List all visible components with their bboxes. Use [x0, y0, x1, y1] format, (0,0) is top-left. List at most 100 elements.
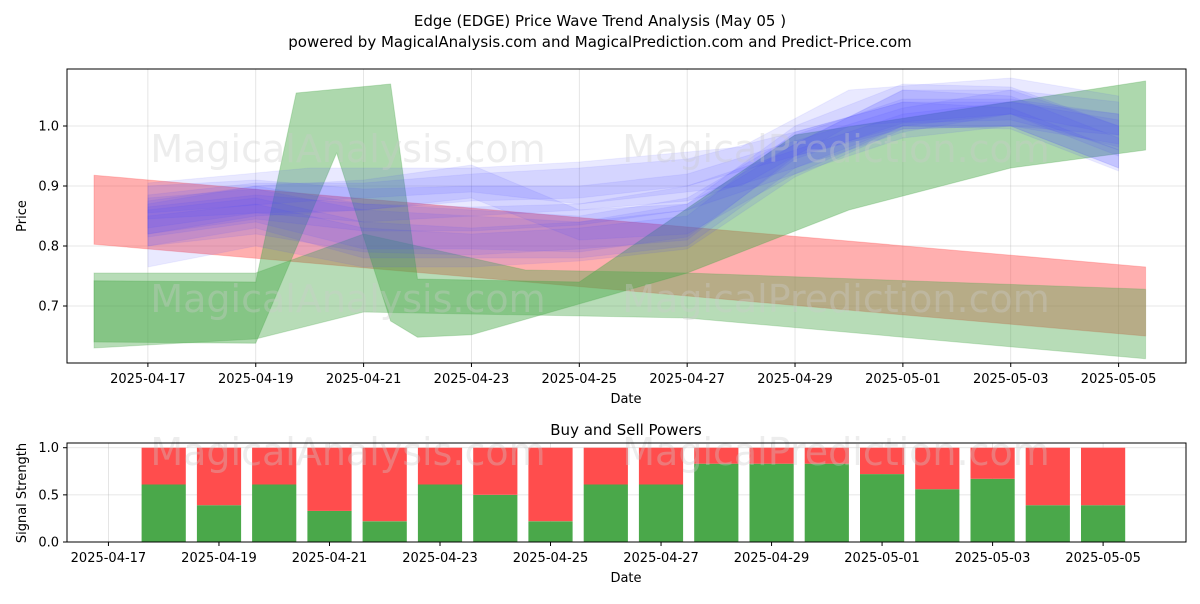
- buy-power-bar: [749, 463, 794, 542]
- price-x-tick-label: 2025-04-29: [757, 372, 833, 387]
- price-x-axis-label: Date: [610, 392, 641, 407]
- buy-power-bar: [1025, 505, 1070, 542]
- price-band-green-2: [93, 80, 1147, 344]
- buy-power-bar: [583, 484, 628, 542]
- buy-power-bar: [473, 494, 518, 542]
- sell-power-bar: [196, 447, 242, 506]
- signal-y-tick-label: 0.5: [38, 488, 59, 503]
- sell-power-bar: [417, 447, 463, 485]
- buy-power-bar: [417, 484, 463, 542]
- price-band-blue-7: [147, 89, 1120, 268]
- signal-x-tick-label: 2025-05-01: [844, 551, 920, 566]
- buy-power-bar: [970, 478, 1015, 542]
- price-x-tick-label: 2025-05-03: [973, 372, 1049, 387]
- sell-power-bar: [638, 447, 684, 485]
- sell-power-bar: [252, 447, 297, 485]
- buy-power-bar: [141, 484, 186, 542]
- buy-power-bar: [638, 484, 684, 542]
- signal-x-tick-label: 2025-04-27: [623, 551, 699, 566]
- watermark-prediction-top: MagicalPrediction.com: [622, 127, 1050, 171]
- signal-x-tick-label: 2025-05-05: [1065, 551, 1141, 566]
- sell-power-bar: [141, 447, 186, 485]
- buy-power-bar: [804, 463, 849, 542]
- buy-power-bar: [362, 521, 407, 542]
- sell-power-bar: [473, 447, 518, 495]
- price-bands: [93, 77, 1147, 360]
- price-band-blue-10: [147, 89, 1120, 241]
- price-x-tick-label: 2025-04-19: [218, 372, 294, 387]
- sell-power-bar: [749, 447, 794, 464]
- signal-bars: [141, 447, 1126, 542]
- price-x-tick-label: 2025-04-23: [434, 372, 510, 387]
- sell-power-bar: [694, 447, 739, 464]
- buy-power-bar: [307, 510, 352, 542]
- signal-y-tick-label: 1.0: [38, 441, 59, 456]
- price-x-tick-label: 2025-04-27: [649, 372, 725, 387]
- signal-y-ticks: 0.0 0.5 1.0: [38, 441, 67, 551]
- signal-y-axis-label: Signal Strength: [15, 443, 30, 543]
- price-band-blue-5: [147, 98, 1120, 253]
- sell-power-bar: [1025, 447, 1070, 506]
- sell-power-bar: [915, 447, 960, 490]
- signal-x-tick-label: 2025-04-17: [71, 551, 147, 566]
- watermark-analysis-bottom: MagicalAnalysis.com: [150, 430, 545, 474]
- price-x-tick-label: 2025-05-01: [865, 372, 941, 387]
- sell-power-bar: [583, 447, 628, 485]
- watermark-prediction-bottom: MagicalPrediction.com: [622, 430, 1050, 474]
- price-y-tick-label: 0.8: [38, 240, 59, 255]
- price-y-axis-label: Price: [15, 200, 30, 232]
- price-y-ticks: 0.7 0.8 0.9 1.0: [38, 120, 67, 315]
- signal-panel: Buy and Sell Powers MagicalAnalysis.com …: [15, 421, 1187, 586]
- signal-x-tick-label: 2025-04-29: [734, 551, 810, 566]
- watermark-prediction-middle: MagicalPrediction.com: [622, 277, 1050, 321]
- signal-axes-frame: [66, 442, 1187, 543]
- price-band-red-0: [93, 174, 1147, 337]
- sell-power-bar: [307, 447, 352, 511]
- price-band-blue-9: [147, 101, 1120, 256]
- price-band-blue-8: [147, 101, 1120, 229]
- price-y-tick-label: 0.9: [38, 180, 59, 195]
- buy-power-bar: [915, 489, 960, 542]
- price-x-tick-label: 2025-05-05: [1081, 372, 1157, 387]
- price-wave-panel: MagicalAnalysis.com MagicalPrediction.co…: [15, 68, 1187, 407]
- price-x-tick-label: 2025-04-17: [110, 372, 186, 387]
- watermark-analysis-top: MagicalAnalysis.com: [150, 127, 545, 171]
- buy-power-bar: [528, 521, 573, 542]
- price-gridlines: [67, 69, 1186, 363]
- price-x-ticks: 2025-04-17 2025-04-19 2025-04-21 2025-04-23…: [110, 363, 1156, 387]
- watermark-analysis-middle: MagicalAnalysis.com: [150, 277, 545, 321]
- buy-power-bar: [196, 505, 242, 542]
- signal-x-tick-label: 2025-04-23: [402, 551, 478, 566]
- price-y-tick-label: 1.0: [38, 120, 59, 135]
- buy-power-bar: [252, 484, 297, 542]
- price-axes-frame: [66, 68, 1187, 364]
- price-x-tick-label: 2025-04-25: [542, 372, 618, 387]
- signal-x-tick-label: 2025-05-03: [955, 551, 1031, 566]
- sell-power-bar: [1081, 447, 1126, 506]
- signal-x-ticks: 2025-04-17 2025-04-19 2025-04-21 2025-04-23…: [71, 542, 1141, 566]
- signal-x-tick-label: 2025-04-25: [513, 551, 589, 566]
- price-band-blue-11: [147, 101, 1120, 235]
- buy-power-bar: [860, 474, 905, 542]
- signal-x-tick-label: 2025-04-19: [181, 551, 257, 566]
- sell-power-bar: [970, 447, 1015, 479]
- signal-watermarks: MagicalAnalysis.com MagicalPrediction.co…: [150, 430, 1049, 474]
- buy-power-bar: [694, 463, 739, 542]
- buy-power-bar: [1081, 505, 1126, 542]
- chart-subtitle: powered by MagicalAnalysis.com and Magic…: [288, 33, 912, 51]
- signal-x-axis-label: Date: [610, 571, 641, 586]
- price-band-blue-4: [147, 83, 1120, 259]
- signal-x-tick-label: 2025-04-21: [292, 551, 368, 566]
- price-watermarks: MagicalAnalysis.com MagicalPrediction.co…: [150, 127, 1049, 321]
- sell-power-bar: [804, 447, 849, 464]
- sell-power-bar: [362, 447, 407, 522]
- sell-power-bar: [528, 447, 573, 522]
- price-band-green-1: [93, 233, 1147, 360]
- chart-title: Edge (EDGE) Price Wave Trend Analysis (M…: [414, 12, 786, 30]
- sell-power-bar: [860, 447, 905, 475]
- signal-y-tick-label: 0.0: [38, 536, 59, 551]
- signal-panel-title: Buy and Sell Powers: [550, 421, 702, 439]
- price-y-tick-label: 0.7: [38, 300, 59, 315]
